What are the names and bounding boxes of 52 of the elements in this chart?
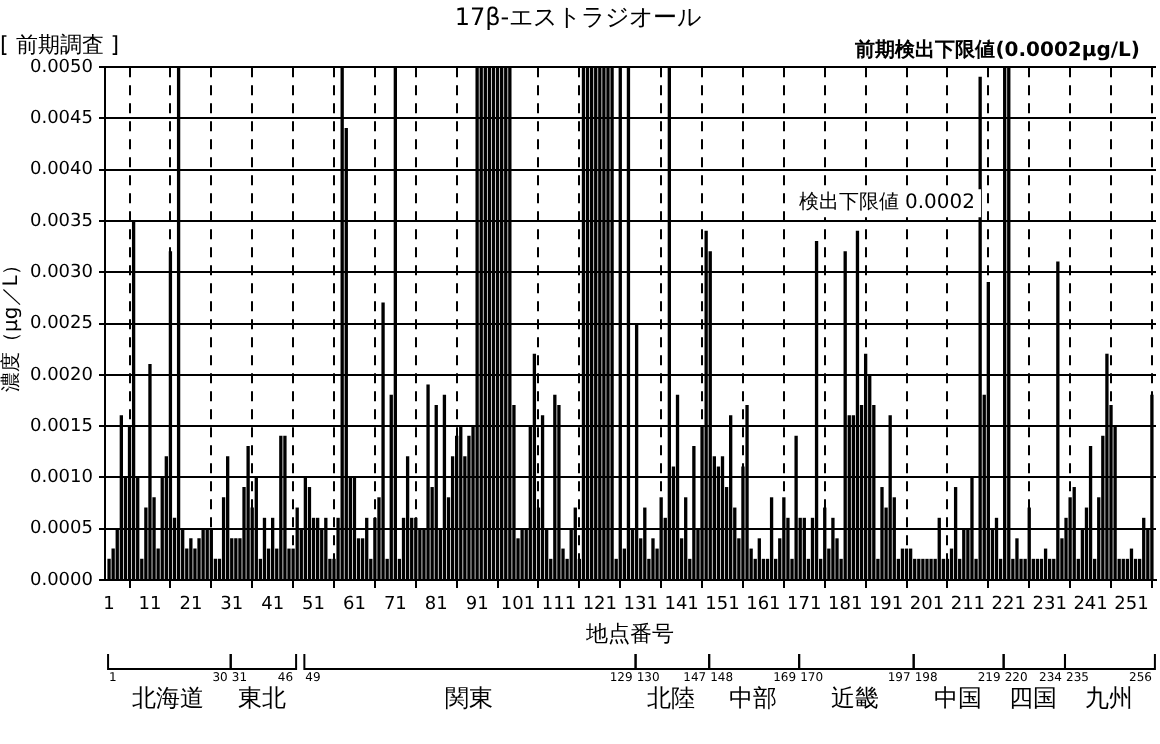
text: 九州 xyxy=(1084,684,1133,713)
x-axis-title: 地点番号 xyxy=(584,620,675,647)
y-tick-label: 0.0020 xyxy=(29,365,94,386)
x-tick-label: 241 xyxy=(1073,595,1108,616)
x-tick-label: 101 xyxy=(500,595,536,616)
x-tick-label: 91 xyxy=(465,595,489,616)
y-tick-label: 0.0000 xyxy=(29,570,94,591)
text: 北海道 xyxy=(132,684,205,713)
x-tick-label: 191 xyxy=(868,595,904,616)
x-tick-label: 151 xyxy=(705,595,740,616)
text: 四国 xyxy=(1009,684,1058,713)
x-tick-label: 211 xyxy=(950,595,986,616)
x-tick-label: 51 xyxy=(302,595,325,616)
x-tick-label: 111 xyxy=(541,595,577,616)
y-tick-label: 0.0025 xyxy=(29,314,93,335)
x-tick-label: 171 xyxy=(787,595,822,616)
x-tick-label: 81 xyxy=(424,595,448,616)
chart-title: 17β-エストラジオール xyxy=(454,2,702,31)
x-tick-label: 231 xyxy=(1032,595,1067,616)
y-tick-label: 0.0015 xyxy=(29,416,93,437)
x-tick-label: 131 xyxy=(623,595,658,616)
x-tick-label: 201 xyxy=(909,595,945,616)
y-tick-label: 0.0030 xyxy=(29,263,94,284)
x-tick-label: 31 xyxy=(220,595,244,616)
text: 中国 xyxy=(933,684,982,713)
x-tick-label: 11 xyxy=(138,595,162,616)
text: 前期検出下限値(0.0002μg/L) xyxy=(853,38,1140,63)
text: 関東 xyxy=(444,684,493,713)
text: 中部 xyxy=(729,684,778,713)
chart-subtitle: [ 前期調査 ] xyxy=(0,31,120,58)
x-tick-label: 161 xyxy=(746,595,781,616)
y-tick-label: 0.0045 xyxy=(29,109,93,130)
y-tick-label: 0.0010 xyxy=(29,468,94,489)
y-tick-label: 0.0040 xyxy=(29,160,94,181)
x-tick-label: 221 xyxy=(991,595,1026,616)
y-tick-label: 0.0005 xyxy=(29,519,93,540)
x-tick-label: 21 xyxy=(179,595,203,616)
annotation: 検出下限値 0.0002 xyxy=(798,190,975,215)
x-tick-label: 141 xyxy=(664,595,699,616)
x-tick-label: 181 xyxy=(828,595,863,616)
y-axis-title: 濃度（μg／L） xyxy=(0,255,24,392)
y-tick-label: 0.0035 xyxy=(29,211,93,232)
x-tick-label: 61 xyxy=(342,595,366,616)
text: 北陸 xyxy=(647,684,696,713)
x-tick-label: 121 xyxy=(582,595,618,616)
x-tick-label: 41 xyxy=(261,595,285,616)
text: 東北 xyxy=(238,684,287,713)
x-tick-label: 71 xyxy=(383,595,407,616)
text: 近畿 xyxy=(831,684,880,713)
x-tick-label: 251 xyxy=(1114,595,1149,616)
y-tick-label: 0.0050 xyxy=(29,57,94,78)
x-tick-label: 1 xyxy=(103,595,115,616)
